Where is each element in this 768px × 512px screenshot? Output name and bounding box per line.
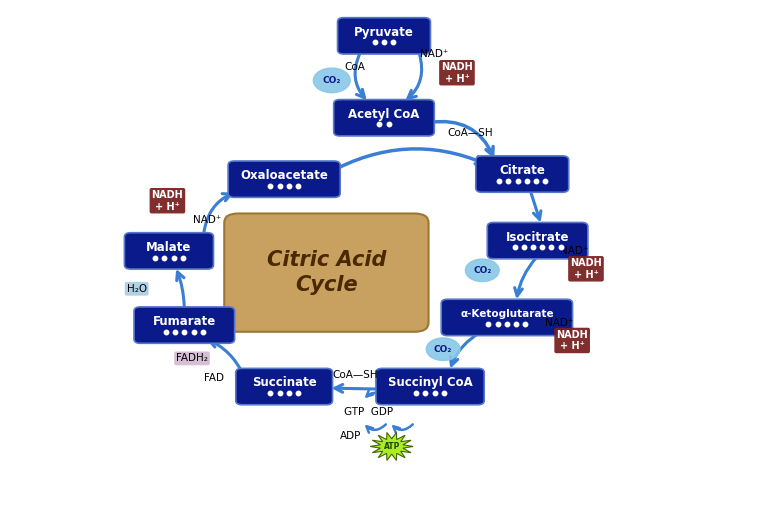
- Text: GTP  GDP: GTP GDP: [344, 407, 393, 417]
- Text: Pyruvate: Pyruvate: [354, 26, 414, 39]
- Circle shape: [465, 259, 499, 282]
- Text: Succinyl CoA: Succinyl CoA: [388, 376, 472, 390]
- Text: Isocitrate: Isocitrate: [506, 230, 569, 244]
- Text: FAD: FAD: [204, 373, 223, 383]
- Text: NAD⁺: NAD⁺: [561, 246, 588, 256]
- Text: Citric Acid
Cycle: Citric Acid Cycle: [266, 250, 386, 295]
- Text: Oxaloacetate: Oxaloacetate: [240, 169, 328, 182]
- Text: H₂O: H₂O: [127, 284, 147, 294]
- Text: Fumarate: Fumarate: [153, 315, 216, 328]
- FancyBboxPatch shape: [338, 17, 430, 54]
- Text: NADH
+ H⁺: NADH + H⁺: [151, 190, 184, 211]
- Text: CoA—SH: CoA—SH: [447, 128, 493, 138]
- Text: CO₂: CO₂: [323, 76, 341, 85]
- Polygon shape: [370, 433, 413, 460]
- Text: NADH
+ H⁺: NADH + H⁺: [556, 330, 588, 351]
- Text: FADH₂: FADH₂: [176, 353, 208, 364]
- Text: ATP: ATP: [383, 442, 400, 451]
- Text: NAD⁺: NAD⁺: [420, 49, 448, 59]
- Text: α-Ketoglutarate: α-Ketoglutarate: [460, 309, 554, 319]
- FancyBboxPatch shape: [236, 369, 333, 404]
- Text: NADH
+ H⁺: NADH + H⁺: [570, 258, 602, 280]
- FancyBboxPatch shape: [441, 299, 573, 336]
- Text: NAD⁺: NAD⁺: [545, 317, 573, 328]
- Circle shape: [426, 338, 460, 360]
- Text: Malate: Malate: [146, 241, 192, 254]
- Text: NADH
+ H⁺: NADH + H⁺: [441, 62, 473, 83]
- Text: NAD⁺: NAD⁺: [194, 215, 221, 225]
- Text: ADP: ADP: [339, 431, 361, 441]
- Text: Acetyl CoA: Acetyl CoA: [349, 108, 419, 121]
- Text: Citrate: Citrate: [499, 164, 545, 177]
- FancyBboxPatch shape: [124, 232, 214, 269]
- FancyBboxPatch shape: [376, 369, 485, 404]
- FancyBboxPatch shape: [476, 156, 568, 192]
- FancyBboxPatch shape: [134, 307, 235, 344]
- FancyBboxPatch shape: [333, 99, 434, 136]
- Circle shape: [313, 68, 350, 93]
- FancyBboxPatch shape: [228, 161, 340, 197]
- FancyBboxPatch shape: [224, 214, 429, 332]
- Text: CoA: CoA: [344, 61, 366, 72]
- Text: CO₂: CO₂: [473, 266, 492, 275]
- Text: CO₂: CO₂: [434, 345, 452, 354]
- FancyBboxPatch shape: [487, 222, 588, 259]
- Text: CoA—SH: CoA—SH: [333, 370, 379, 380]
- Text: Succinate: Succinate: [252, 376, 316, 390]
